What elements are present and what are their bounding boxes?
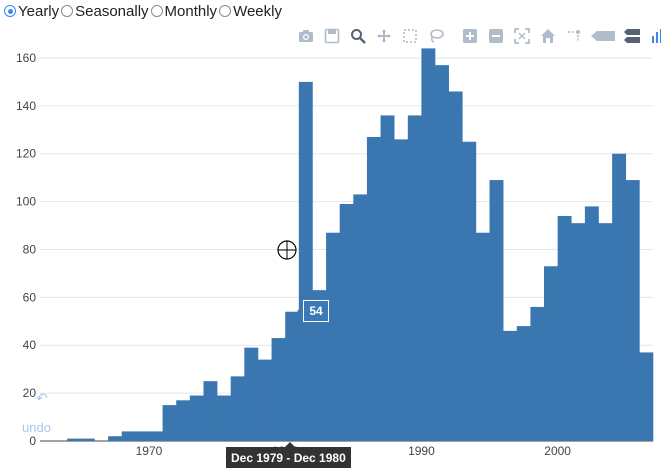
- histogram-bar[interactable]: [217, 395, 232, 441]
- y-tick-label: 60: [23, 290, 37, 304]
- x-tick-label: 1970: [136, 444, 163, 458]
- histogram-bar[interactable]: [612, 153, 627, 441]
- histogram-bar[interactable]: [625, 180, 640, 441]
- histogram-bar[interactable]: [80, 438, 95, 441]
- hover-closest-icon[interactable]: [590, 26, 616, 46]
- histogram-bar[interactable]: [271, 338, 286, 441]
- x-tick-label: 2000: [544, 444, 571, 458]
- radio-monthly-label: Monthly: [164, 2, 218, 20]
- histogram-bar[interactable]: [421, 48, 436, 441]
- y-tick-label: 20: [23, 386, 37, 400]
- histogram-bar[interactable]: [326, 232, 340, 441]
- autoscale-icon[interactable]: [512, 26, 532, 46]
- lasso-icon[interactable]: [426, 26, 446, 46]
- histogram-bar[interactable]: [312, 290, 327, 441]
- histogram-bar[interactable]: [121, 431, 136, 441]
- histogram-bar[interactable]: [530, 306, 545, 441]
- radio-weekly-label: Weekly: [233, 2, 282, 20]
- radio-seasonally-dot[interactable]: [61, 5, 74, 17]
- histogram-bar[interactable]: [639, 352, 654, 441]
- hover-value-label: 54: [297, 300, 329, 322]
- histogram-bar[interactable]: [489, 180, 504, 441]
- radio-yearly-label: Yearly: [18, 2, 60, 20]
- radio-yearly[interactable]: Yearly: [4, 3, 59, 20]
- histogram-bar[interactable]: [571, 223, 586, 441]
- histogram-bar[interactable]: [244, 347, 259, 441]
- radio-monthly[interactable]: Monthly: [150, 2, 218, 20]
- bar-series: [67, 48, 654, 441]
- histogram-bar[interactable]: [516, 326, 531, 441]
- histogram-bar[interactable]: [230, 376, 245, 441]
- zoom-icon[interactable]: [348, 26, 368, 46]
- y-tick-label: 40: [23, 338, 37, 352]
- period-radio-group: Yearly Seasonally Monthly Weekly: [4, 1, 284, 21]
- histogram-bar[interactable]: [148, 431, 163, 441]
- histogram-bar[interactable]: [135, 431, 150, 441]
- histogram-bar[interactable]: [67, 438, 82, 441]
- histogram-bar[interactable]: [394, 139, 409, 441]
- histogram-bar[interactable]: [475, 232, 490, 441]
- radio-weekly[interactable]: Weekly: [219, 3, 282, 20]
- histogram-bar[interactable]: [353, 194, 368, 441]
- histogram-bar[interactable]: [203, 381, 218, 441]
- histogram-bar[interactable]: [257, 359, 272, 441]
- x-tick-label: 1990: [408, 444, 435, 458]
- zoom-out-icon[interactable]: [486, 26, 506, 46]
- radio-yearly-dot[interactable]: [4, 5, 16, 17]
- y-tick-label: 140: [16, 99, 36, 113]
- histogram-bar[interactable]: [503, 330, 518, 441]
- histogram-bar[interactable]: [435, 65, 449, 441]
- y-tick-label: 0: [29, 434, 36, 448]
- camera-icon[interactable]: [296, 26, 316, 46]
- radio-weekly-dot[interactable]: [219, 5, 232, 17]
- histogram-bar[interactable]: [176, 400, 191, 441]
- histogram-bar[interactable]: [298, 81, 313, 441]
- y-tick-label: 100: [16, 195, 36, 209]
- histogram-bar[interactable]: [108, 436, 123, 441]
- histogram-bar[interactable]: [598, 223, 613, 441]
- histogram-bar[interactable]: [380, 115, 395, 441]
- histogram-bar[interactable]: [462, 141, 477, 441]
- histogram-bar[interactable]: [448, 91, 463, 441]
- histogram-bar[interactable]: [584, 206, 599, 441]
- modebar: [296, 26, 661, 46]
- histogram-bar[interactable]: [544, 266, 558, 441]
- hover-x-range-label: Dec 1979 - Dec 1980: [226, 442, 351, 468]
- crosshair-cursor-icon: [277, 240, 297, 260]
- radio-seasonally-label: Seasonally: [75, 2, 149, 20]
- x-axis-ticks: 1970198019902000: [136, 444, 572, 458]
- spikelines-icon[interactable]: [564, 26, 584, 46]
- zoom-in-icon[interactable]: [460, 26, 480, 46]
- y-axis-ticks: 0 20 40 60 80 100 120 140 160: [16, 51, 36, 448]
- y-tick-label: 160: [16, 51, 36, 65]
- histogram-bar[interactable]: [339, 204, 354, 441]
- histogram-bar[interactable]: [162, 405, 177, 441]
- hover-compare-icon[interactable]: [622, 26, 642, 46]
- histogram-bar[interactable]: [189, 395, 204, 441]
- undo-arrow-icon[interactable]: ↶: [36, 390, 48, 406]
- y-tick-label: 80: [23, 242, 37, 256]
- box-select-icon[interactable]: [400, 26, 420, 46]
- y-tick-label: 120: [16, 147, 36, 161]
- save-icon[interactable]: [322, 26, 342, 46]
- histogram-bar[interactable]: [557, 215, 572, 441]
- histogram-bar[interactable]: [366, 136, 381, 441]
- histogram-bar[interactable]: [407, 115, 422, 441]
- home-icon[interactable]: [538, 26, 558, 46]
- histogram-bar[interactable]: [285, 311, 300, 441]
- undo-button[interactable]: undo: [22, 420, 51, 435]
- pan-icon[interactable]: [374, 26, 394, 46]
- radio-seasonally[interactable]: Seasonally: [61, 2, 149, 20]
- radio-monthly-dot[interactable]: [150, 5, 163, 17]
